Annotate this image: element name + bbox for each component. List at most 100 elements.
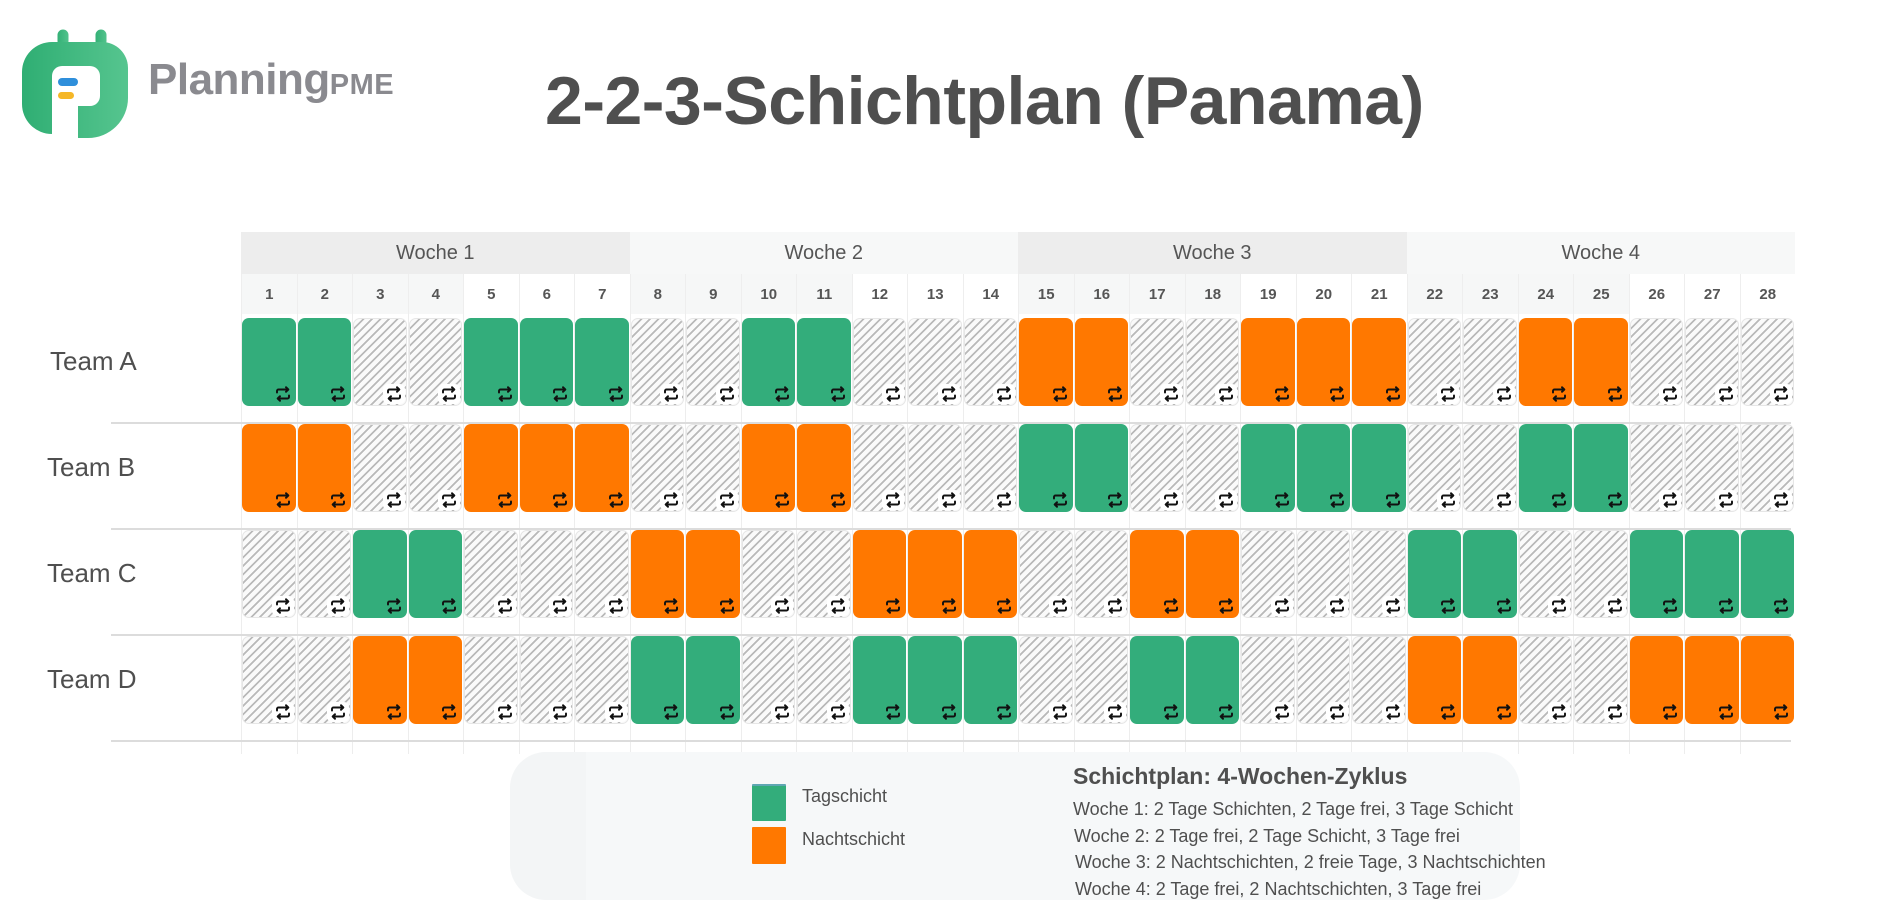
night-shift-cell[interactable]: [1740, 636, 1796, 724]
repeat-icon[interactable]: [1104, 596, 1126, 616]
repeat-icon[interactable]: [882, 490, 904, 510]
repeat-icon[interactable]: [882, 702, 904, 722]
day-off-cell[interactable]: [1573, 530, 1629, 618]
repeat-icon[interactable]: [993, 702, 1015, 722]
day-off-cell[interactable]: [1518, 636, 1574, 724]
night-shift-cell[interactable]: [1129, 530, 1185, 618]
repeat-icon[interactable]: [938, 596, 960, 616]
day-shift-cell[interactable]: [963, 636, 1019, 724]
repeat-icon[interactable]: [1770, 596, 1792, 616]
day-off-cell[interactable]: [352, 318, 408, 406]
repeat-icon[interactable]: [827, 490, 849, 510]
day-shift-cell[interactable]: [796, 318, 852, 406]
repeat-icon[interactable]: [938, 702, 960, 722]
repeat-icon[interactable]: [1382, 490, 1404, 510]
night-shift-cell[interactable]: [352, 636, 408, 724]
day-shift-cell[interactable]: [685, 636, 741, 724]
night-shift-cell[interactable]: [1351, 318, 1407, 406]
repeat-icon[interactable]: [716, 702, 738, 722]
repeat-icon[interactable]: [1770, 702, 1792, 722]
repeat-icon[interactable]: [1215, 384, 1237, 404]
repeat-icon[interactable]: [327, 702, 349, 722]
day-off-cell[interactable]: [1296, 636, 1352, 724]
repeat-icon[interactable]: [993, 596, 1015, 616]
day-off-cell[interactable]: [630, 318, 686, 406]
repeat-icon[interactable]: [1049, 384, 1071, 404]
day-off-cell[interactable]: [297, 636, 353, 724]
repeat-icon[interactable]: [771, 490, 793, 510]
repeat-icon[interactable]: [1548, 384, 1570, 404]
repeat-icon[interactable]: [715, 384, 738, 404]
repeat-icon[interactable]: [1270, 702, 1293, 722]
night-shift-cell[interactable]: [1462, 636, 1518, 724]
day-off-cell[interactable]: [630, 424, 686, 512]
repeat-icon[interactable]: [1548, 702, 1570, 722]
night-shift-cell[interactable]: [463, 424, 519, 512]
repeat-icon[interactable]: [937, 384, 960, 404]
repeat-icon[interactable]: [549, 384, 571, 404]
day-off-cell[interactable]: [963, 318, 1019, 406]
day-shift-cell[interactable]: [1407, 530, 1463, 618]
day-off-cell[interactable]: [297, 530, 353, 618]
repeat-icon[interactable]: [493, 702, 516, 722]
day-shift-cell[interactable]: [297, 318, 353, 406]
day-off-cell[interactable]: [1629, 424, 1685, 512]
repeat-icon[interactable]: [494, 384, 516, 404]
repeat-icon[interactable]: [1160, 596, 1182, 616]
day-off-cell[interactable]: [741, 636, 797, 724]
day-off-cell[interactable]: [519, 530, 575, 618]
repeat-icon[interactable]: [549, 490, 571, 510]
repeat-icon[interactable]: [383, 702, 405, 722]
repeat-icon[interactable]: [1548, 596, 1570, 616]
day-off-cell[interactable]: [1573, 636, 1629, 724]
repeat-icon[interactable]: [1659, 596, 1681, 616]
repeat-icon[interactable]: [660, 384, 682, 404]
day-off-cell[interactable]: [1351, 636, 1407, 724]
repeat-icon[interactable]: [826, 702, 849, 722]
repeat-icon[interactable]: [1770, 490, 1792, 510]
day-shift-cell[interactable]: [1074, 424, 1130, 512]
repeat-icon[interactable]: [1326, 384, 1348, 404]
day-off-cell[interactable]: [241, 636, 297, 724]
night-shift-cell[interactable]: [574, 424, 630, 512]
repeat-icon[interactable]: [1715, 702, 1737, 722]
repeat-icon[interactable]: [1160, 702, 1182, 722]
repeat-icon[interactable]: [826, 596, 849, 616]
repeat-icon[interactable]: [660, 490, 682, 510]
day-off-cell[interactable]: [519, 636, 575, 724]
night-shift-cell[interactable]: [1240, 318, 1296, 406]
day-off-cell[interactable]: [852, 424, 908, 512]
repeat-icon[interactable]: [1381, 702, 1404, 722]
day-shift-cell[interactable]: [1629, 530, 1685, 618]
day-off-cell[interactable]: [1740, 318, 1796, 406]
repeat-icon[interactable]: [1215, 490, 1237, 510]
repeat-icon[interactable]: [1493, 702, 1515, 722]
day-shift-cell[interactable]: [907, 636, 963, 724]
day-shift-cell[interactable]: [574, 318, 630, 406]
day-shift-cell[interactable]: [1296, 424, 1352, 512]
day-off-cell[interactable]: [1129, 424, 1185, 512]
repeat-icon[interactable]: [382, 384, 405, 404]
day-shift-cell[interactable]: [408, 530, 464, 618]
day-off-cell[interactable]: [1462, 318, 1518, 406]
day-off-cell[interactable]: [574, 636, 630, 724]
repeat-icon[interactable]: [715, 490, 738, 510]
repeat-icon[interactable]: [327, 490, 349, 510]
repeat-icon[interactable]: [1048, 596, 1071, 616]
night-shift-cell[interactable]: [241, 424, 297, 512]
night-shift-cell[interactable]: [852, 530, 908, 618]
repeat-icon[interactable]: [438, 384, 460, 404]
repeat-icon[interactable]: [438, 490, 460, 510]
day-off-cell[interactable]: [408, 318, 464, 406]
repeat-icon[interactable]: [1603, 702, 1626, 722]
repeat-icon[interactable]: [1048, 702, 1071, 722]
repeat-icon[interactable]: [549, 702, 571, 722]
day-off-cell[interactable]: [1185, 318, 1241, 406]
day-off-cell[interactable]: [1185, 424, 1241, 512]
repeat-icon[interactable]: [660, 702, 682, 722]
day-off-cell[interactable]: [907, 318, 963, 406]
night-shift-cell[interactable]: [408, 636, 464, 724]
repeat-icon[interactable]: [1382, 384, 1404, 404]
day-off-cell[interactable]: [463, 636, 519, 724]
day-off-cell[interactable]: [1462, 424, 1518, 512]
